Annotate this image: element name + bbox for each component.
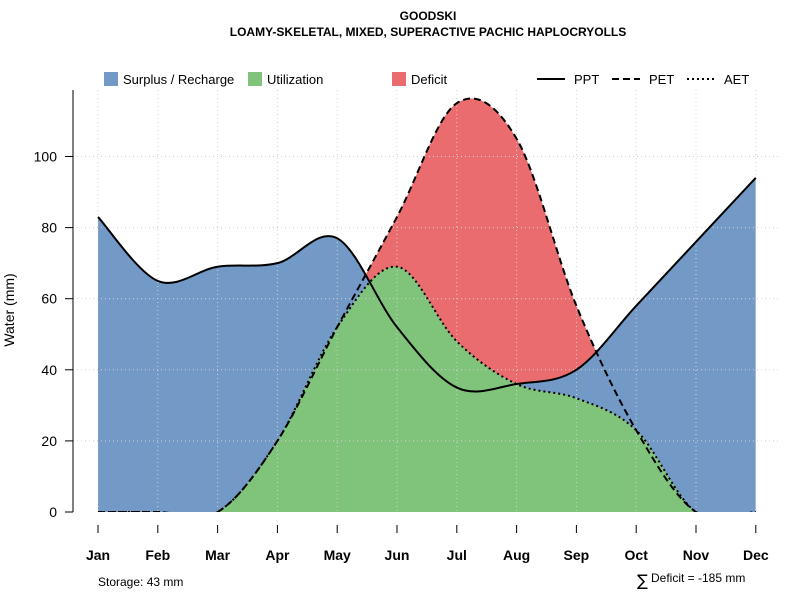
y-ticks: 0 20 40 60 80 100 [34,149,73,520]
pet-line [97,97,756,512]
y-tick-label: 20 [41,433,57,449]
ppt-line [97,177,757,393]
legend-label-deficit: Deficit [411,72,448,87]
y-axis-label: Water (mm) [1,273,17,346]
chart-title: GOODSKI [400,9,457,23]
x-tick-label: Feb [145,547,170,563]
x-tick-label: May [324,547,351,563]
x-tick-label: Jul [447,547,467,563]
y-tick-label: 0 [49,504,57,520]
storage-annotation: Storage: 43 mm [98,575,183,589]
y-tick-label: 60 [41,291,57,307]
x-tick-label: Apr [265,547,290,563]
legend-label-surplus: Surplus / Recharge [123,72,234,87]
legend-label-aet: AET [724,72,749,87]
legend-label-pet: PET [649,72,674,87]
utilization-area [98,266,756,512]
fill-areas [98,98,756,512]
legend-label-utilization: Utilization [267,72,323,87]
y-tick-label: 80 [41,220,57,236]
y-tick-label: 100 [34,149,58,165]
y-tick-label: 40 [41,362,57,378]
x-tick-label: Nov [683,547,710,563]
x-tick-label: Jan [86,547,110,563]
x-tick-label: Mar [205,547,230,563]
legend-swatch-surplus [104,72,118,86]
sum-symbol: ∑ [637,571,648,590]
series-lines [97,97,757,512]
x-tick-label: Dec [743,547,769,563]
legend: Surplus / Recharge Utilization Deficit P… [104,72,749,87]
deficit-annotation: Deficit = -185 mm [651,571,745,585]
x-tick-label: Sep [564,547,590,563]
legend-label-ppt: PPT [574,72,599,87]
x-ticks: Jan Feb Mar Apr May Jun Jul Aug Sep Oct Nov Dec [86,525,769,563]
aet-line [97,265,756,512]
x-tick-label: Oct [625,547,649,563]
x-tick-label: Aug [503,547,530,563]
x-tick-label: Jun [385,547,410,563]
legend-swatch-deficit [392,72,406,86]
chart-subtitle: LOAMY-SKELETAL, MIXED, SUPERACTIVE PACHI… [230,25,626,39]
legend-swatch-utilization [248,72,262,86]
